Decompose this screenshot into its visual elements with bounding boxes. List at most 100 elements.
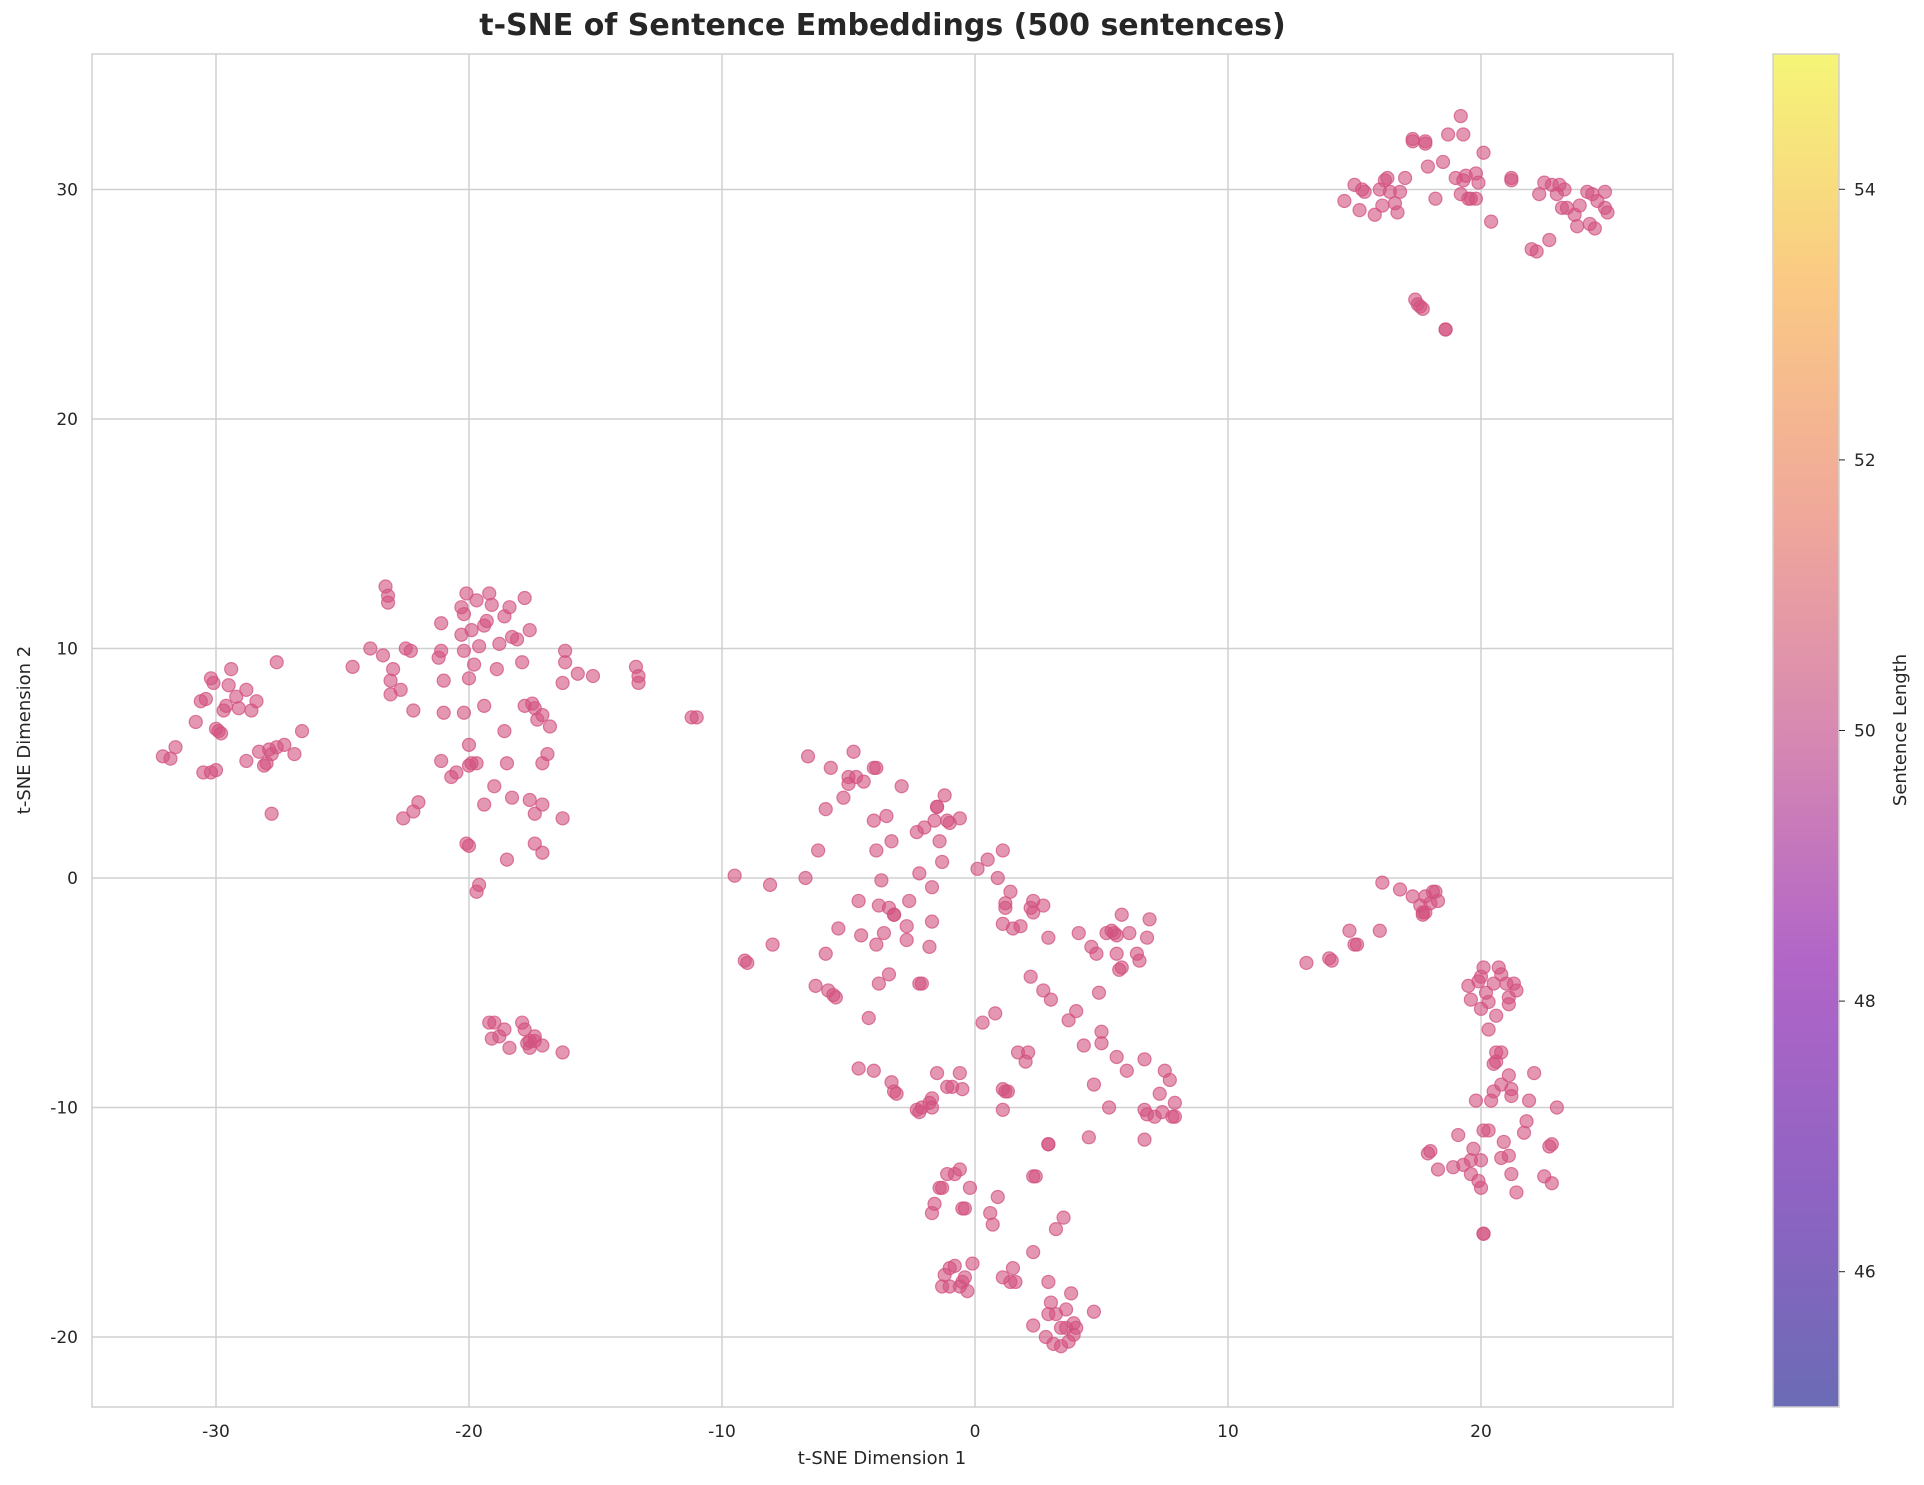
- data-point: [1549, 1100, 1565, 1115]
- data-point: [515, 655, 530, 670]
- data-point: [461, 737, 477, 752]
- data-point: [1441, 127, 1456, 142]
- data-point: [527, 806, 542, 821]
- data-point: [1392, 184, 1408, 199]
- data-point: [952, 1065, 967, 1081]
- data-point: [831, 921, 846, 936]
- data-point: [1056, 1210, 1071, 1225]
- data-point: [1162, 1072, 1177, 1088]
- data-point: [1026, 1318, 1041, 1333]
- y-axis-label: t-SNE Dimension 2: [14, 646, 35, 814]
- data-point: [884, 834, 899, 849]
- data-point: [1484, 214, 1499, 229]
- data-point: [899, 919, 914, 934]
- data-point: [461, 838, 477, 853]
- data-point: [1501, 997, 1516, 1012]
- data-point: [585, 668, 601, 684]
- data-point: [1557, 182, 1572, 197]
- data-point: [1023, 969, 1038, 984]
- x-tick-label: 20: [1470, 1422, 1492, 1442]
- y-axis-ticks: -20 -10 0 10 20 30: [50, 181, 78, 1349]
- data-point: [1572, 198, 1587, 213]
- data-point: [922, 939, 937, 954]
- data-point: [459, 586, 474, 601]
- data-point: [249, 694, 264, 709]
- data-point: [1061, 1013, 1076, 1028]
- data-point: [990, 1189, 1005, 1205]
- data-point: [198, 691, 213, 707]
- data-point: [1597, 184, 1613, 199]
- data-point: [851, 1061, 866, 1076]
- data-point: [924, 1205, 940, 1221]
- data-point: [1504, 170, 1519, 186]
- data-point: [985, 1217, 1000, 1232]
- data-point: [434, 643, 449, 658]
- data-point: [1071, 925, 1086, 941]
- data-point: [1542, 232, 1557, 248]
- data-point: [1114, 960, 1129, 975]
- data-point: [1026, 1244, 1041, 1260]
- data-point: [957, 1270, 972, 1285]
- data-point: [1069, 1004, 1084, 1019]
- data-point: [497, 1022, 512, 1037]
- data-point: [1043, 992, 1059, 1007]
- data-point: [466, 657, 482, 672]
- data-point: [861, 1010, 876, 1026]
- data-point: [854, 928, 869, 943]
- y-tick-label: -20: [50, 1328, 78, 1348]
- data-point: [1466, 1141, 1481, 1156]
- data-point: [1481, 1022, 1496, 1037]
- data-point: [1008, 1274, 1023, 1290]
- data-point: [980, 852, 995, 867]
- x-tick-label: -20: [455, 1422, 483, 1442]
- data-point: [1570, 219, 1585, 234]
- data-point: [932, 1180, 947, 1195]
- data-point: [955, 1201, 970, 1216]
- x-tick-label: 0: [970, 1422, 981, 1442]
- data-point: [912, 976, 927, 991]
- data-point: [1109, 928, 1124, 943]
- data-point: [1446, 1160, 1461, 1175]
- data-point: [1468, 191, 1484, 206]
- data-point: [947, 1258, 962, 1273]
- data-point: [1372, 923, 1387, 938]
- data-point: [894, 779, 909, 794]
- data-point: [558, 655, 573, 670]
- data-point: [1489, 1054, 1504, 1069]
- data-point: [818, 946, 833, 961]
- data-point: [1415, 301, 1430, 316]
- data-point: [836, 790, 851, 805]
- data-point: [487, 779, 502, 794]
- data-point: [535, 707, 550, 723]
- data-point: [469, 884, 484, 899]
- colorbar-tick-label: 48: [1854, 992, 1876, 1012]
- data-point: [1501, 1068, 1516, 1083]
- data-point: [1476, 145, 1491, 160]
- data-point: [1367, 207, 1382, 222]
- data-point: [469, 593, 484, 608]
- data-point: [856, 774, 871, 789]
- data-point: [808, 978, 823, 993]
- data-point: [570, 666, 585, 681]
- data-point: [1489, 1008, 1504, 1023]
- data-point: [504, 790, 520, 805]
- data-point: [208, 763, 224, 778]
- data-point: [522, 623, 537, 638]
- data-point: [1476, 960, 1491, 975]
- data-point: [798, 870, 813, 886]
- colorbar-tick-label: 46: [1854, 1263, 1876, 1283]
- data-point: [846, 744, 861, 759]
- data-point: [231, 701, 246, 716]
- data-point: [1000, 1084, 1015, 1099]
- data-point: [393, 682, 408, 697]
- data-point: [1109, 946, 1124, 961]
- data-point: [929, 1065, 945, 1081]
- data-point: [522, 792, 537, 808]
- data-point: [1456, 173, 1471, 188]
- data-point: [1529, 244, 1544, 259]
- data-point: [535, 756, 550, 771]
- data-point: [874, 873, 889, 888]
- data-point: [740, 955, 755, 971]
- data-point: [522, 1033, 537, 1049]
- data-point: [995, 843, 1010, 858]
